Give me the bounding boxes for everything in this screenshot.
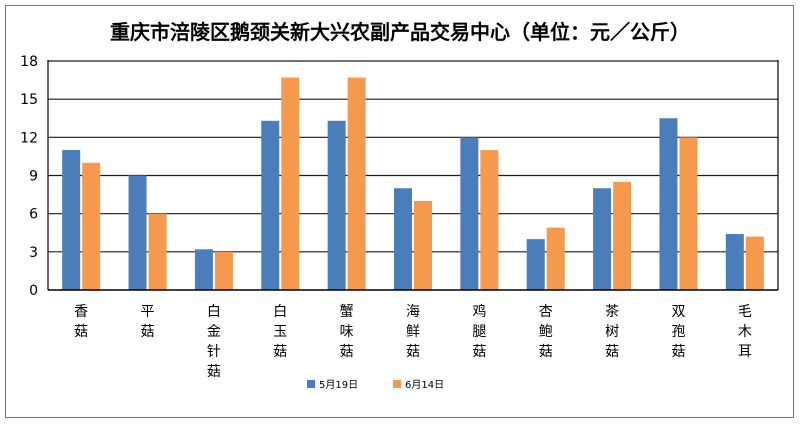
x-category-label: 茶树菇 xyxy=(605,304,619,360)
bar xyxy=(414,200,432,290)
grid-lines xyxy=(48,60,778,253)
legend-swatch xyxy=(307,380,315,388)
y-tick-label: 3 xyxy=(29,245,38,261)
bar xyxy=(480,150,499,290)
bar xyxy=(546,227,565,290)
x-category-label: 鸡腿菇 xyxy=(472,303,486,360)
bar xyxy=(194,249,213,290)
bar xyxy=(613,181,632,290)
y-axis-ticks: 0 3 6 9 12 15 18 xyxy=(20,54,38,299)
x-category-label: 蟹味菇 xyxy=(340,304,354,360)
y-tick-label: 9 xyxy=(29,169,38,185)
x-category-label: 毛木耳 xyxy=(738,304,752,360)
bar xyxy=(659,118,678,290)
y-tick-label: 12 xyxy=(20,130,38,146)
y-tick-label: 15 xyxy=(20,92,38,108)
x-category-label: 白金针菇 xyxy=(207,304,221,380)
legend: 5月19日 6月14日 xyxy=(307,379,444,391)
bar xyxy=(347,77,366,291)
legend-item: 5月19日 xyxy=(307,379,358,391)
x-category-label: 双孢菇 xyxy=(671,304,685,360)
legend-label: 6月14日 xyxy=(405,379,444,391)
bar xyxy=(745,236,764,290)
bar xyxy=(261,120,280,291)
legend-label: 5月19日 xyxy=(319,379,358,391)
legend-item: 6月14日 xyxy=(393,379,444,391)
y-tick-label: 6 xyxy=(29,207,38,223)
bar xyxy=(526,239,545,290)
bar xyxy=(593,188,612,290)
x-category-label: 海鲜菇 xyxy=(406,304,420,360)
x-axis-categories: 香菇 平菇 白金针菇 白玉菇 蟹味菇 海鲜菇 鸡腿菇 杏鲍菇 茶树菇 双孢菇 毛木耳 xyxy=(74,303,752,380)
bar xyxy=(128,175,147,290)
axes xyxy=(47,60,779,291)
bar xyxy=(214,251,233,290)
bar xyxy=(82,162,101,290)
chart-title: 重庆市涪陵区鹅颈关新大兴农副产品交易中心（单位：元／公斤） xyxy=(110,20,690,44)
bar xyxy=(460,137,479,290)
x-category-label: 香菇 xyxy=(74,304,88,340)
bar xyxy=(148,213,167,290)
bar xyxy=(394,188,412,290)
bar xyxy=(327,120,346,291)
bar xyxy=(281,77,300,291)
bar xyxy=(62,150,81,290)
bar xyxy=(679,137,698,290)
bars xyxy=(62,77,764,291)
y-tick-label: 18 xyxy=(20,54,38,70)
x-category-label: 白玉菇 xyxy=(273,304,287,360)
legend-swatch xyxy=(393,380,401,388)
x-category-label: 杏鲍菇 xyxy=(539,304,553,360)
x-category-label: 平菇 xyxy=(141,304,155,340)
bar xyxy=(725,234,744,290)
y-tick-label: 0 xyxy=(29,283,38,299)
